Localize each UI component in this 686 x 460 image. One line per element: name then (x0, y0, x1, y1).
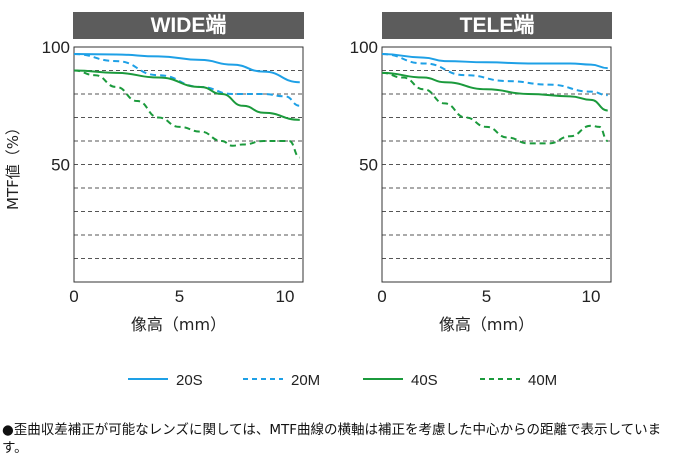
plot-frame (73, 46, 304, 283)
legend-label: 40S (411, 372, 438, 389)
x-tick-label: 0 (69, 287, 78, 306)
x-tick-label: 10 (276, 287, 295, 306)
x-tick-label: 0 (377, 287, 386, 306)
series-line-40m (73, 69, 301, 159)
tele-title: TELE端 (382, 12, 612, 39)
series-line-40m (381, 71, 609, 145)
x-tick-label: 5 (175, 287, 184, 306)
y-tick-label: 100 (350, 38, 378, 57)
x-tick-label: 5 (482, 287, 491, 306)
x-axis-label: 像高（mm） (439, 315, 534, 334)
x-axis-label: 像高（mm） (131, 315, 226, 334)
legend-label: 20S (176, 372, 203, 389)
y-tick-label: 50 (51, 156, 70, 175)
footnote: ●歪曲収差補正が可能なレンズに関しては、MTF曲線の横軸は補正を考慮した中心から… (2, 422, 662, 456)
series-line-20m (73, 53, 300, 107)
series-line-20s (381, 53, 608, 70)
series-line-40s (73, 69, 300, 121)
series-line-20s (73, 53, 300, 84)
legend-label: 20M (291, 372, 320, 389)
plot-frame (381, 46, 612, 283)
wide-title: WIDE端 (73, 12, 304, 39)
y-tick-label: 100 (42, 38, 70, 57)
series-line-20m (381, 53, 608, 97)
series-line-40s (381, 71, 608, 112)
y-tick-label: 50 (359, 156, 378, 175)
legend-label: 40M (528, 372, 557, 389)
y-axis-label: MTF値（%） (4, 120, 22, 210)
x-tick-label: 10 (582, 287, 601, 306)
mtf-charts: 0 5 10 100 50 像高（mm） MTF値（%） 0 5 10 100 50 像高（mm） 20S… (4, 38, 612, 389)
